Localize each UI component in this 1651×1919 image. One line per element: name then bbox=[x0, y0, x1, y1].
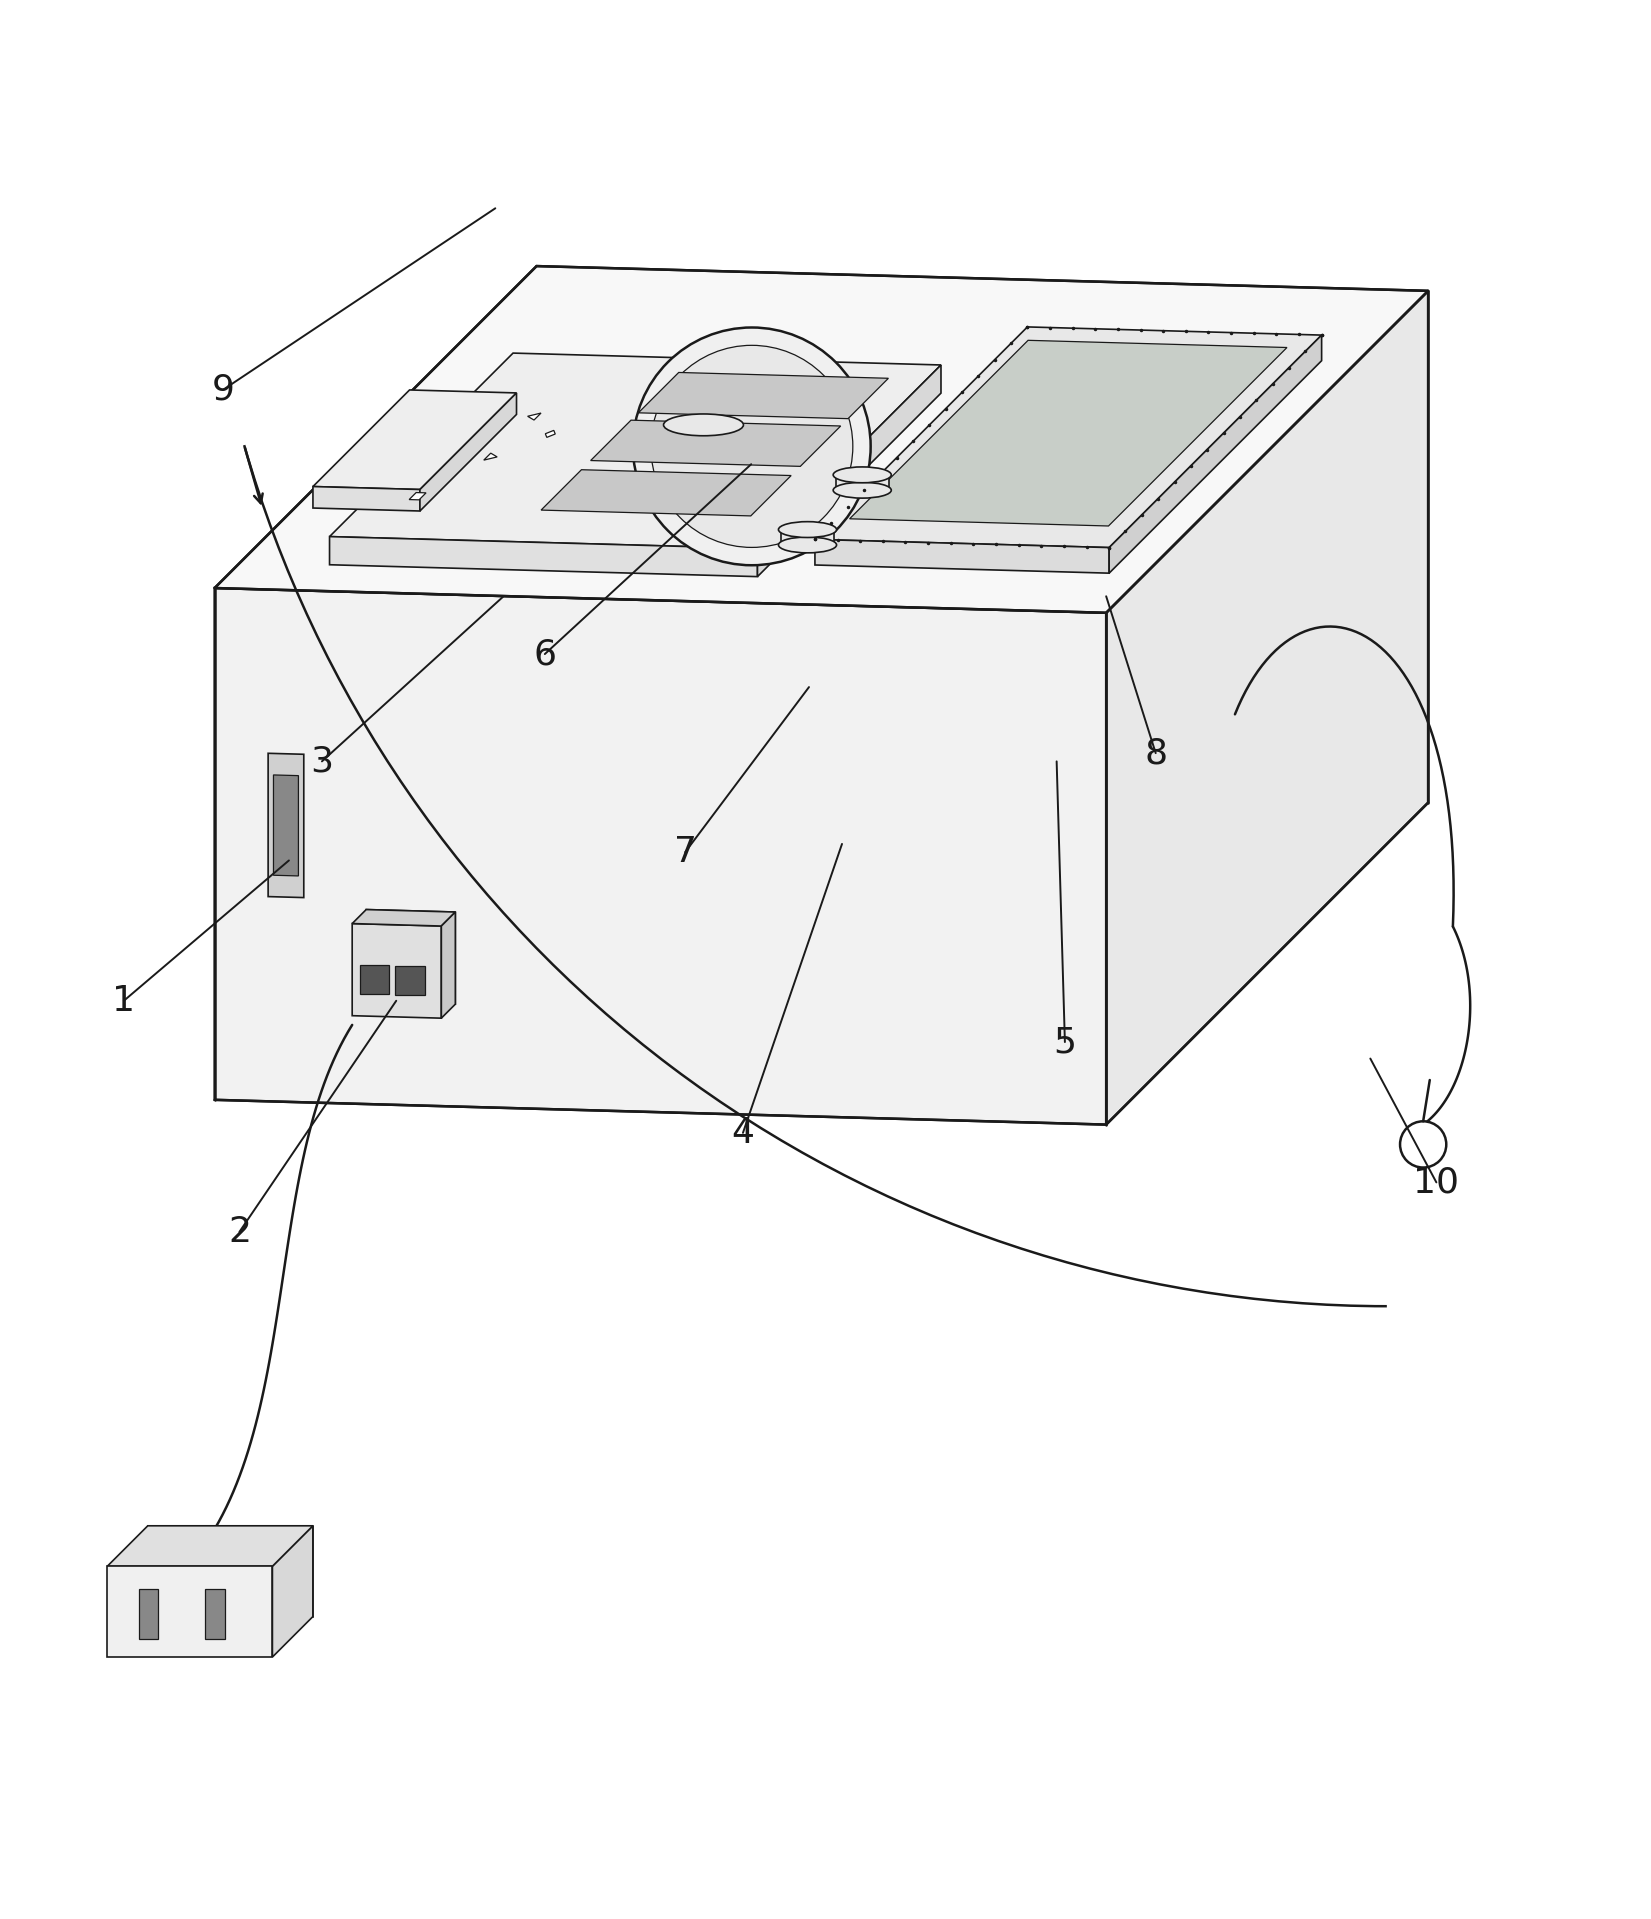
Polygon shape bbox=[758, 365, 941, 576]
Text: 7: 7 bbox=[674, 835, 697, 869]
FancyBboxPatch shape bbox=[395, 965, 424, 996]
Polygon shape bbox=[107, 1566, 272, 1656]
Ellipse shape bbox=[779, 537, 837, 553]
Polygon shape bbox=[367, 910, 456, 1004]
Polygon shape bbox=[267, 754, 304, 898]
Polygon shape bbox=[591, 420, 840, 466]
Text: 1: 1 bbox=[112, 984, 135, 1017]
Polygon shape bbox=[816, 539, 1109, 574]
Polygon shape bbox=[314, 390, 517, 489]
Polygon shape bbox=[330, 353, 941, 549]
Ellipse shape bbox=[834, 482, 892, 499]
Polygon shape bbox=[667, 424, 740, 443]
Polygon shape bbox=[274, 775, 299, 875]
Polygon shape bbox=[835, 474, 888, 489]
Polygon shape bbox=[816, 326, 1321, 547]
FancyBboxPatch shape bbox=[205, 1589, 225, 1639]
Polygon shape bbox=[409, 493, 426, 499]
Polygon shape bbox=[215, 267, 1428, 612]
Text: 6: 6 bbox=[533, 637, 556, 672]
Text: 10: 10 bbox=[1413, 1165, 1459, 1199]
Text: 2: 2 bbox=[228, 1215, 251, 1249]
Polygon shape bbox=[441, 912, 456, 1019]
Circle shape bbox=[1400, 1121, 1446, 1167]
Polygon shape bbox=[639, 372, 888, 418]
Polygon shape bbox=[1109, 336, 1321, 574]
Polygon shape bbox=[352, 910, 456, 927]
Polygon shape bbox=[542, 470, 791, 516]
Text: 3: 3 bbox=[310, 745, 334, 779]
Polygon shape bbox=[215, 587, 1106, 1125]
Polygon shape bbox=[484, 453, 497, 461]
Circle shape bbox=[650, 345, 854, 547]
Text: 5: 5 bbox=[1053, 1025, 1076, 1059]
Polygon shape bbox=[107, 1526, 312, 1566]
FancyBboxPatch shape bbox=[139, 1589, 158, 1639]
Text: 8: 8 bbox=[1144, 737, 1167, 770]
Ellipse shape bbox=[834, 466, 892, 484]
Polygon shape bbox=[419, 393, 517, 510]
Polygon shape bbox=[850, 340, 1288, 526]
Text: 4: 4 bbox=[731, 1115, 755, 1149]
Text: 9: 9 bbox=[211, 372, 234, 407]
Polygon shape bbox=[352, 923, 441, 1019]
Polygon shape bbox=[545, 430, 555, 438]
Polygon shape bbox=[149, 1526, 312, 1616]
Polygon shape bbox=[781, 530, 834, 545]
Polygon shape bbox=[330, 537, 758, 576]
Circle shape bbox=[632, 328, 870, 566]
FancyBboxPatch shape bbox=[360, 965, 390, 994]
Ellipse shape bbox=[664, 415, 743, 436]
Polygon shape bbox=[314, 487, 419, 510]
Ellipse shape bbox=[664, 432, 743, 453]
Polygon shape bbox=[1106, 292, 1428, 1125]
Polygon shape bbox=[528, 413, 542, 420]
Ellipse shape bbox=[779, 522, 837, 537]
Polygon shape bbox=[272, 1526, 312, 1656]
